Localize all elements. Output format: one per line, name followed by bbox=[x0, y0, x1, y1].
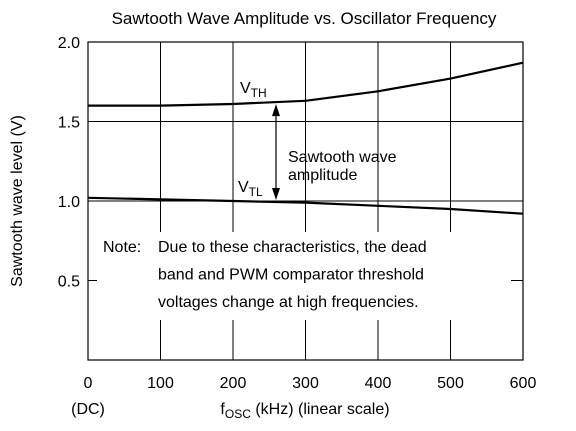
x-label-sub: OSC bbox=[225, 407, 251, 421]
x-origin-note: (DC) bbox=[71, 401, 105, 418]
series-label: VTH bbox=[240, 80, 267, 100]
x-tick-label: 600 bbox=[510, 375, 537, 392]
x-tick-label: 300 bbox=[292, 375, 319, 392]
y-tick-label: 1.5 bbox=[58, 115, 80, 132]
note-line: Due to these characteristics, the dead bbox=[158, 239, 427, 256]
x-label-main: f bbox=[220, 401, 225, 418]
x-tick-label: 200 bbox=[220, 375, 247, 392]
series-label-main: V bbox=[238, 179, 249, 196]
arrow-head bbox=[272, 187, 280, 200]
x-tick-label: 500 bbox=[437, 375, 464, 392]
y-axis-label: Sawtooth wave level (V) bbox=[9, 115, 26, 287]
series-label-sub: TL bbox=[249, 185, 263, 199]
series-label: VTL bbox=[238, 179, 263, 199]
y-tick-label: 2.0 bbox=[58, 35, 80, 52]
x-axis-label: fOSC (kHz) (linear scale) bbox=[220, 401, 389, 421]
note-label: Note: bbox=[103, 239, 141, 256]
note-line: voltages change at high frequencies. bbox=[158, 294, 419, 311]
series-line bbox=[88, 61, 524, 107]
series-label-sub: TH bbox=[251, 86, 267, 100]
x-tick-label: 100 bbox=[147, 375, 174, 392]
y-tick-label: 0.5 bbox=[58, 274, 80, 291]
series-line bbox=[87, 196, 524, 215]
arrow-head bbox=[272, 104, 280, 117]
chart-title: Sawtooth Wave Amplitude vs. Oscillator F… bbox=[112, 9, 497, 28]
series-label-main: V bbox=[240, 80, 251, 97]
annotation: Sawtooth wave bbox=[288, 149, 397, 166]
x-tick-label: 400 bbox=[365, 375, 392, 392]
x-label-rest: (kHz) (linear scale) bbox=[251, 401, 390, 418]
annotation: amplitude bbox=[288, 167, 357, 184]
x-tick-label: 0 bbox=[84, 375, 93, 392]
note-box bbox=[97, 232, 511, 320]
y-tick-label: 1.0 bbox=[58, 194, 80, 211]
note-line: band and PWM comparator threshold bbox=[158, 267, 424, 284]
